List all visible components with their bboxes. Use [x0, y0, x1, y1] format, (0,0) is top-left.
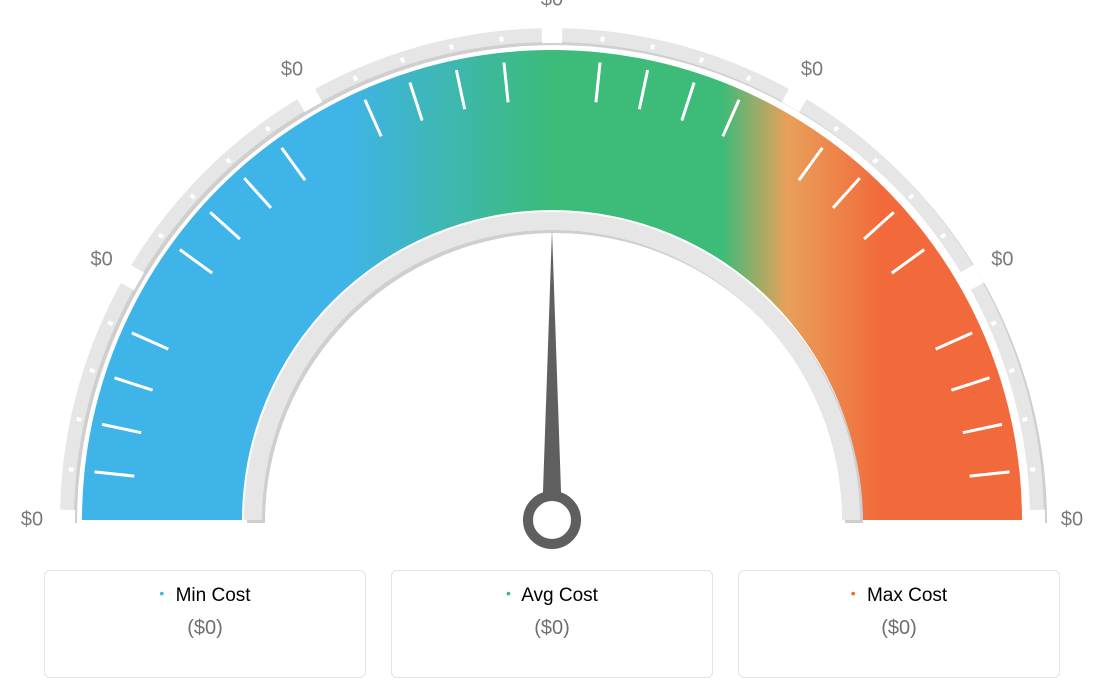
- legend-label-avg: Avg Cost: [521, 585, 598, 606]
- outer-ring-minor-gap: [874, 159, 877, 163]
- gauge-tick-label: $0: [91, 249, 113, 272]
- legend-title-min: • Min Cost: [45, 585, 365, 607]
- gauge-needle: [542, 230, 562, 520]
- legend-label-max: Max Cost: [867, 585, 947, 606]
- legend-dot-avg: •: [506, 585, 511, 601]
- outer-ring-minor-gap: [602, 37, 603, 42]
- outer-ring-minor-gap: [991, 322, 996, 324]
- outer-ring-minor-gap: [1030, 469, 1035, 470]
- gauge-tick-label: $0: [1061, 509, 1083, 532]
- gauge-tick-label: $0: [281, 58, 303, 81]
- legend-dot-min: •: [159, 585, 164, 601]
- outer-ring-minor-gap: [701, 58, 703, 63]
- outer-ring-gap: [1029, 510, 1045, 531]
- legend-value-min: ($0): [45, 617, 365, 640]
- gauge-needle-hub: [528, 496, 576, 544]
- outer-ring-minor-gap: [266, 127, 269, 131]
- outer-ring-gap: [542, 27, 563, 43]
- outer-ring-minor-gap: [501, 37, 502, 42]
- outer-ring-minor-gap: [1009, 370, 1014, 372]
- legend-value-max: ($0): [739, 617, 1059, 640]
- outer-ring-minor-gap: [354, 76, 356, 81]
- outer-ring-gap: [59, 510, 75, 531]
- outer-ring-minor-gap: [835, 127, 838, 131]
- gauge-area: $0 $0 $0 $0 $0 $0 $0: [0, 0, 1104, 560]
- outer-ring-minor-gap: [159, 234, 163, 237]
- legend-title-avg: • Avg Cost: [392, 585, 712, 607]
- outer-ring-minor-gap: [909, 195, 913, 198]
- outer-ring-minor-gap: [1022, 419, 1027, 420]
- outer-ring-minor-gap: [402, 58, 404, 63]
- outer-ring-minor-gap: [652, 45, 653, 50]
- gauge-tick-label: $0: [801, 58, 823, 81]
- legend-dot-max: •: [851, 585, 856, 601]
- gauge-tick-label: $0: [21, 509, 43, 532]
- outer-ring-minor-gap: [748, 76, 750, 81]
- legend-label-min: Min Cost: [176, 585, 251, 606]
- outer-ring-minor-gap: [227, 159, 230, 163]
- legend-row: • Min Cost ($0) • Avg Cost ($0) • Max Co…: [0, 570, 1104, 690]
- outer-ring-minor-gap: [69, 469, 74, 470]
- outer-ring-minor-gap: [77, 419, 82, 420]
- gauge-tick-label: $0: [991, 249, 1013, 272]
- legend-card-avg: • Avg Cost ($0): [391, 570, 713, 678]
- outer-ring-minor-gap: [451, 45, 452, 50]
- outer-ring-minor-gap: [108, 322, 113, 324]
- gauge-tick-label: $0: [541, 0, 563, 12]
- outer-ring-minor-gap: [90, 370, 95, 372]
- legend-card-max: • Max Cost ($0): [738, 570, 1060, 678]
- outer-ring-minor-gap: [191, 195, 195, 198]
- legend-value-avg: ($0): [392, 617, 712, 640]
- legend-card-min: • Min Cost ($0): [44, 570, 366, 678]
- legend-title-max: • Max Cost: [739, 585, 1059, 607]
- outer-ring-minor-gap: [941, 234, 945, 237]
- gauge-svg: [0, 0, 1104, 560]
- cost-gauge-chart: $0 $0 $0 $0 $0 $0 $0 • Min Cost ($0) • Avg Cos…: [0, 0, 1104, 690]
